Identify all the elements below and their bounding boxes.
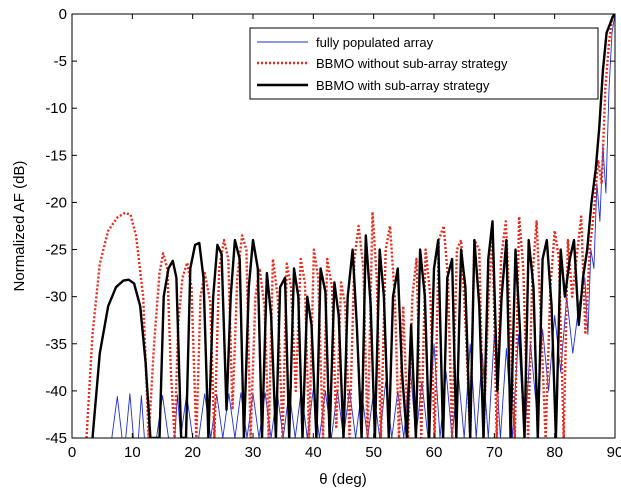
x-axis-title: θ (deg): [319, 471, 367, 488]
plot-frame: [71, 13, 616, 439]
legend-label-without-subarray: BBMO without sub-array strategy: [316, 56, 508, 71]
x-tick-label: 40: [305, 444, 322, 461]
y-tick-label: 0: [59, 6, 67, 23]
legend-label-fully-populated: fully populated array: [316, 35, 434, 50]
x-tick-label: 70: [486, 444, 503, 461]
x-tick-label: 30: [245, 444, 262, 461]
x-tick-label: 80: [546, 444, 563, 461]
y-tick-label: -25: [45, 242, 67, 259]
x-tick-label: 20: [184, 444, 201, 461]
series-line-without-subarray: [85, 14, 615, 438]
y-tick-label: -30: [45, 289, 67, 306]
legend-label-with-subarray: BBMO with sub-array strategy: [316, 78, 490, 93]
y-tick-label: -15: [45, 147, 67, 164]
y-tick-label: -10: [45, 100, 67, 117]
y-tick-label: -35: [45, 336, 67, 353]
y-tick-label: -5: [54, 53, 67, 70]
series-layer: [85, 14, 615, 438]
y-tick-label: -20: [45, 194, 67, 211]
x-tick-label: 0: [68, 444, 76, 461]
y-tick-label: -40: [45, 383, 67, 400]
y-axis-title: Normalized AF (dB): [11, 161, 28, 292]
x-tick-label: 50: [365, 444, 382, 461]
legend-box: [249, 27, 599, 100]
legend: fully populated array BBMO without sub-a…: [249, 27, 599, 100]
x-tick-label: 10: [124, 444, 141, 461]
y-tick-label: -45: [45, 430, 67, 447]
x-tick-label: 60: [426, 444, 443, 461]
ticks-layer: 0 10 20 30 40 50 60 70 80 90 0 -5 -10 -15 -20 -25 -30 -35…: [45, 6, 621, 461]
series-line-with-subarray: [91, 14, 615, 438]
x-tick-label: 90: [607, 444, 621, 461]
